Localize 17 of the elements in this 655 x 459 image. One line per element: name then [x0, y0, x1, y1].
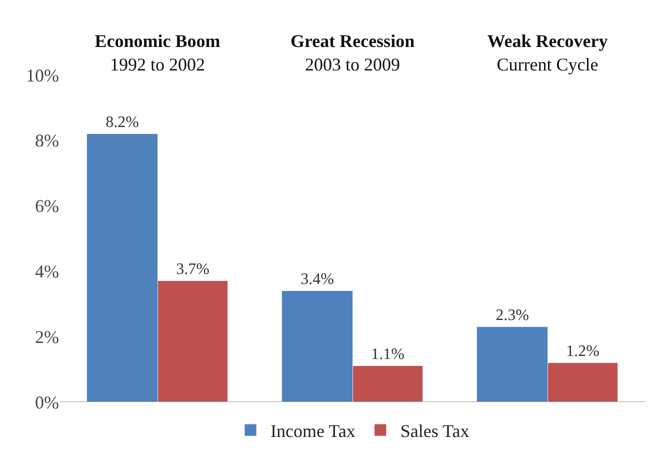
legend-label: Income Tax [270, 421, 356, 442]
y-tick-label: 8% [35, 130, 59, 151]
data-label: 3.7% [176, 260, 210, 278]
data-label: 2.3% [496, 306, 529, 324]
data-label: 8.2% [106, 114, 139, 131]
data-label: 3.4% [300, 270, 334, 288]
y-tick-label: 0% [35, 392, 59, 412]
x-tick-label: Great Recession 2003 to 2009 [290, 31, 415, 74]
y-tick-label: 10% [26, 65, 59, 86]
y-tick-label: 4% [35, 262, 59, 282]
data-label: 1.1% [371, 346, 404, 363]
x-tick-label: Economic Boom 1992 to 2002 [94, 31, 220, 74]
x-tick-label: Weak Recovery Current Cycle [487, 31, 608, 74]
legend-label: Sales Tax [400, 421, 470, 442]
y-tick-label: 2% [35, 326, 59, 347]
y-tick-label: 6% [35, 196, 59, 216]
data-label: 1.2% [566, 342, 600, 360]
